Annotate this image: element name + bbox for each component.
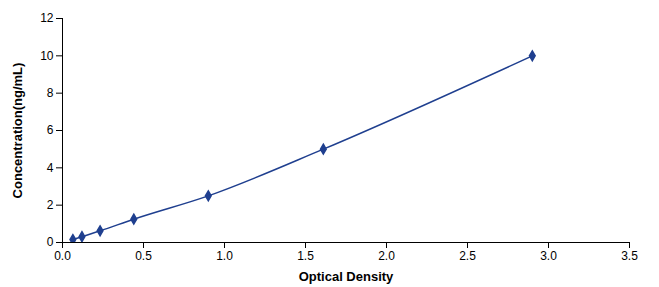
svg-text:Optical Density: Optical Density [299,269,394,284]
svg-text:12: 12 [40,11,54,25]
svg-text:3.0: 3.0 [540,249,557,263]
svg-text:4: 4 [47,161,54,175]
svg-text:8: 8 [47,86,54,100]
svg-text:Concentration(ng/mL): Concentration(ng/mL) [10,63,25,199]
svg-text:10: 10 [40,49,54,63]
svg-text:2: 2 [47,198,54,212]
svg-text:0.5: 0.5 [135,249,152,263]
svg-text:1.5: 1.5 [297,249,314,263]
svg-text:3.5: 3.5 [621,249,638,263]
svg-text:2.5: 2.5 [459,249,476,263]
svg-text:2.0: 2.0 [378,249,395,263]
svg-text:6: 6 [47,123,54,137]
svg-text:0.0: 0.0 [54,249,71,263]
svg-text:1.0: 1.0 [216,249,233,263]
svg-text:0: 0 [47,235,54,249]
